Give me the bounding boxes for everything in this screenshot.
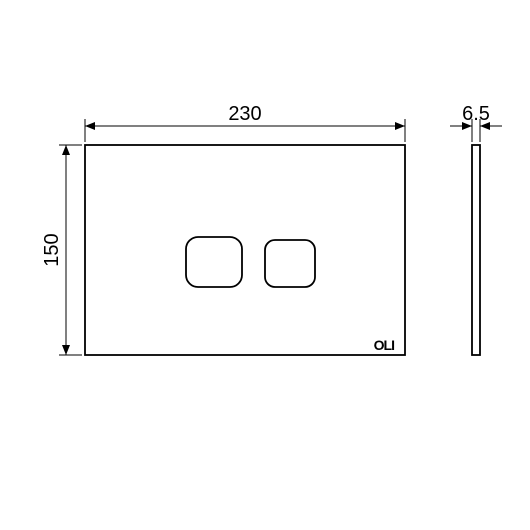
flush-button-small	[265, 240, 315, 287]
side-profile	[472, 145, 480, 355]
front-plate	[85, 145, 405, 355]
dim-depth-label: 6.5	[462, 103, 490, 125]
flush-button-large	[186, 237, 242, 287]
brand-logo: OLI	[374, 337, 394, 353]
dim-height-label: 150	[41, 233, 63, 266]
dim-width-label: 230	[228, 103, 261, 125]
